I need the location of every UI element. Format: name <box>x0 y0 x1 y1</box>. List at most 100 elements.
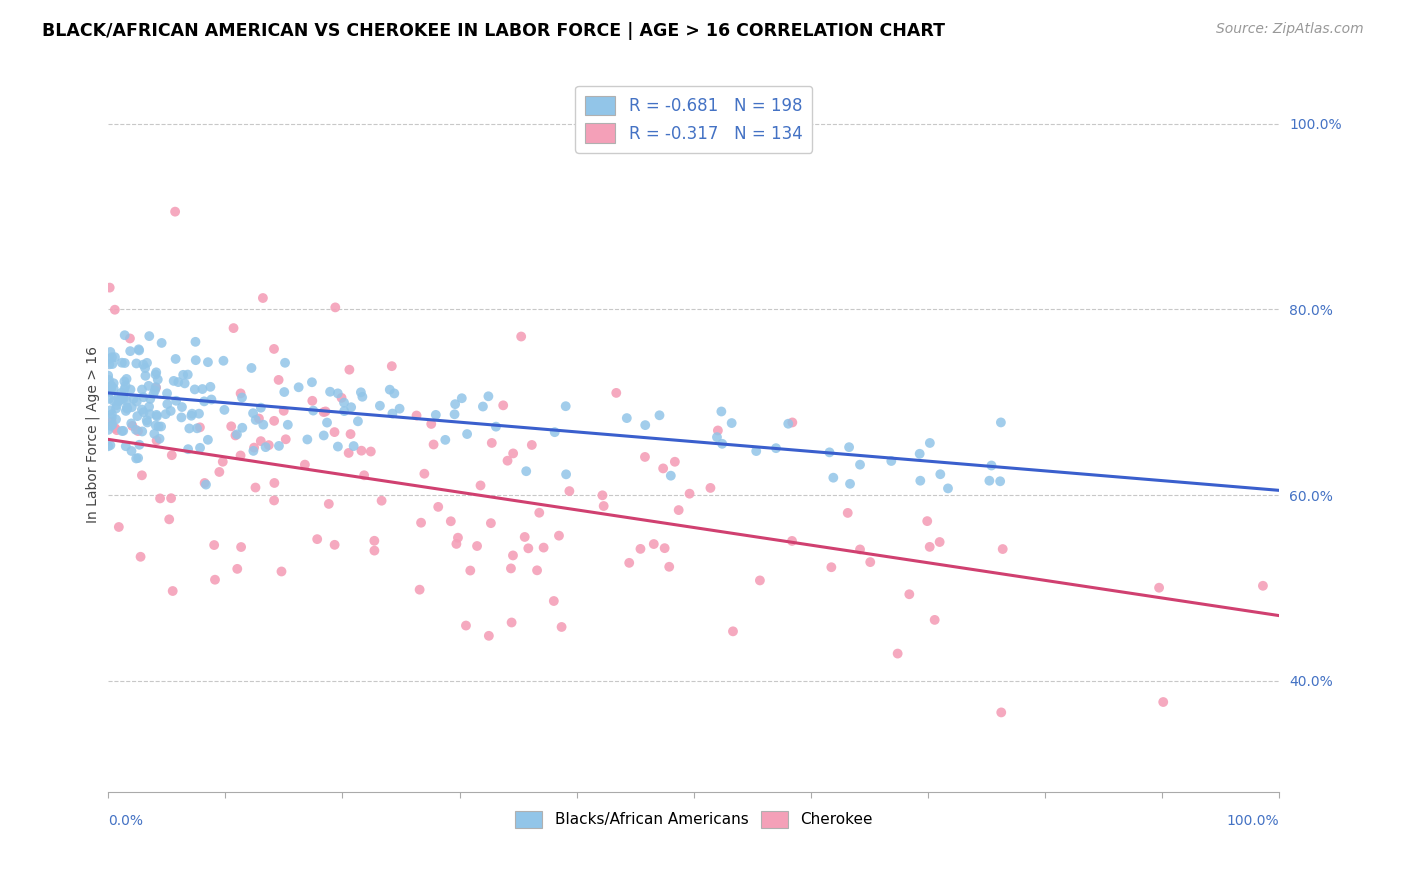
Point <box>450 391 472 405</box>
Point <box>222 321 245 335</box>
Point <box>138 329 160 343</box>
Point <box>138 400 160 414</box>
Point <box>818 445 841 459</box>
Point <box>297 433 319 447</box>
Point <box>838 440 860 454</box>
Point <box>529 506 551 520</box>
Point <box>104 350 127 364</box>
Point <box>634 450 657 464</box>
Point <box>918 436 941 450</box>
Point <box>263 493 285 508</box>
Point <box>98 438 121 452</box>
Point <box>202 538 225 552</box>
Point <box>343 439 366 453</box>
Point <box>211 455 233 469</box>
Point <box>591 488 613 502</box>
Point <box>409 516 432 530</box>
Point <box>111 356 134 370</box>
Point <box>105 398 128 412</box>
Point <box>323 425 346 439</box>
Point <box>101 417 124 432</box>
Point <box>121 418 143 433</box>
Point <box>929 467 952 482</box>
Point <box>381 407 404 421</box>
Point <box>915 514 938 528</box>
Point <box>748 574 770 588</box>
Point <box>988 475 1011 489</box>
Point <box>520 438 543 452</box>
Point <box>224 428 246 442</box>
Point <box>446 537 468 551</box>
Point <box>120 417 142 431</box>
Point <box>408 582 430 597</box>
Point <box>105 401 128 416</box>
Point <box>267 373 290 387</box>
Point <box>274 356 297 370</box>
Point <box>837 506 859 520</box>
Point <box>908 447 931 461</box>
Point <box>115 372 138 386</box>
Point <box>172 368 194 382</box>
Point <box>711 437 734 451</box>
Point <box>188 441 211 455</box>
Point <box>197 355 219 369</box>
Point <box>162 584 184 599</box>
Point <box>277 417 299 432</box>
Point <box>115 401 138 415</box>
Point <box>382 386 405 401</box>
Point <box>194 475 217 490</box>
Point <box>181 407 204 421</box>
Point <box>492 398 515 412</box>
Point <box>197 433 219 447</box>
Point <box>592 499 614 513</box>
Point <box>145 418 167 433</box>
Point <box>513 530 536 544</box>
Point <box>146 373 169 387</box>
Point <box>165 204 187 219</box>
Point <box>381 359 404 373</box>
Point <box>340 401 363 415</box>
Point <box>643 537 665 551</box>
Point <box>496 453 519 467</box>
Point <box>159 404 181 418</box>
Point <box>558 484 581 499</box>
Point <box>247 411 270 425</box>
Point <box>132 358 155 372</box>
Point <box>333 395 356 409</box>
Point <box>191 382 214 396</box>
Point <box>122 392 145 406</box>
Point <box>254 440 277 454</box>
Point <box>240 361 263 376</box>
Point <box>323 538 346 552</box>
Point <box>245 481 267 495</box>
Point <box>219 419 242 434</box>
Point <box>823 471 845 485</box>
Y-axis label: In Labor Force | Age > 16: In Labor Force | Age > 16 <box>86 346 100 524</box>
Point <box>193 394 215 409</box>
Point <box>149 491 172 506</box>
Point <box>97 439 120 453</box>
Point <box>339 427 361 442</box>
Point <box>128 438 150 452</box>
Point <box>337 446 360 460</box>
Point <box>980 458 1002 473</box>
Point <box>1152 695 1174 709</box>
Point <box>257 438 280 452</box>
Point <box>250 401 273 415</box>
Point <box>477 389 499 403</box>
Point <box>136 416 159 430</box>
Point <box>150 335 173 350</box>
Point <box>616 411 638 425</box>
Point <box>427 500 450 514</box>
Point <box>544 425 567 439</box>
Point <box>465 539 488 553</box>
Point <box>184 334 207 349</box>
Point <box>502 446 524 460</box>
Point <box>368 399 391 413</box>
Point <box>936 482 959 496</box>
Point <box>184 353 207 368</box>
Point <box>118 331 141 345</box>
Point <box>108 520 131 534</box>
Point <box>425 408 447 422</box>
Point <box>229 540 252 554</box>
